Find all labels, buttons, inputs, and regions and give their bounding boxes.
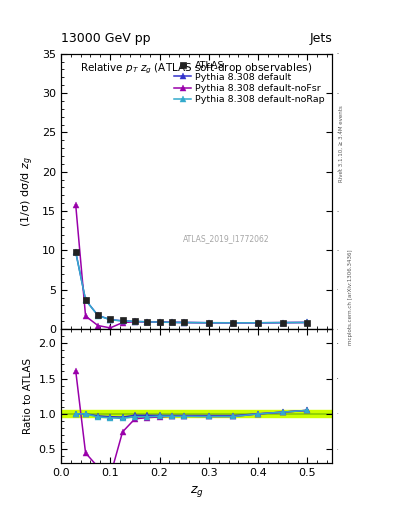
Pythia 8.308 default	[182, 319, 187, 326]
Line: Pythia 8.308 default: Pythia 8.308 default	[73, 249, 310, 326]
Pythia 8.308 default-noFsr	[95, 323, 100, 329]
Pythia 8.308 default	[305, 319, 310, 326]
Y-axis label: (1/σ) dσ/d $z_g$: (1/σ) dσ/d $z_g$	[20, 156, 37, 227]
ATLAS	[108, 316, 112, 323]
Pythia 8.308 default-noRap	[73, 249, 78, 255]
Pythia 8.308 default-noRap	[145, 319, 150, 325]
Text: ATLAS_2019_I1772062: ATLAS_2019_I1772062	[183, 234, 270, 243]
Pythia 8.308 default-noRap	[169, 319, 174, 326]
ATLAS	[157, 319, 162, 325]
Pythia 8.308 default	[231, 319, 236, 326]
Pythia 8.308 default	[145, 318, 150, 325]
ATLAS	[305, 319, 310, 326]
ATLAS	[256, 319, 261, 326]
Pythia 8.308 default	[120, 318, 125, 324]
ATLAS	[169, 319, 174, 325]
Pythia 8.308 default	[157, 319, 162, 325]
Y-axis label: Ratio to ATLAS: Ratio to ATLAS	[23, 358, 33, 434]
Pythia 8.308 default-noFsr	[231, 319, 236, 326]
Bar	[61, 410, 332, 417]
ATLAS	[95, 312, 100, 318]
Pythia 8.308 default	[95, 312, 100, 318]
Pythia 8.308 default-noFsr	[108, 325, 112, 331]
ATLAS	[231, 319, 236, 326]
X-axis label: $z_g$: $z_g$	[189, 484, 204, 499]
Pythia 8.308 default-noFsr	[83, 313, 88, 319]
Text: mcplots.cern.ch [arXiv:1306.3436]: mcplots.cern.ch [arXiv:1306.3436]	[348, 249, 353, 345]
Pythia 8.308 default-noRap	[83, 297, 88, 303]
Text: Relative $p_T$ $z_g$ (ATLAS soft-drop observables): Relative $p_T$ $z_g$ (ATLAS soft-drop ob…	[80, 62, 313, 76]
Line: ATLAS: ATLAS	[73, 249, 310, 326]
ATLAS	[73, 249, 78, 255]
Pythia 8.308 default-noRap	[95, 312, 100, 318]
ATLAS	[120, 317, 125, 324]
Pythia 8.308 default-noFsr	[281, 319, 285, 326]
ATLAS	[281, 319, 285, 326]
Pythia 8.308 default	[169, 319, 174, 325]
Pythia 8.308 default-noRap	[108, 317, 112, 323]
Text: Jets: Jets	[309, 32, 332, 45]
ATLAS	[132, 318, 137, 324]
Pythia 8.308 default-noFsr	[73, 202, 78, 208]
Pythia 8.308 default-noRap	[206, 319, 211, 326]
Pythia 8.308 default	[206, 319, 211, 326]
Pythia 8.308 default-noFsr	[132, 318, 137, 325]
ATLAS	[83, 297, 88, 303]
Pythia 8.308 default-noFsr	[157, 319, 162, 325]
Pythia 8.308 default-noRap	[281, 319, 285, 326]
Legend: ATLAS, Pythia 8.308 default, Pythia 8.308 default-noFsr, Pythia 8.308 default-no: ATLAS, Pythia 8.308 default, Pythia 8.30…	[171, 58, 327, 107]
Pythia 8.308 default-noFsr	[182, 319, 187, 326]
Pythia 8.308 default	[281, 319, 285, 326]
ATLAS	[145, 318, 150, 325]
Pythia 8.308 default-noRap	[305, 319, 310, 326]
Pythia 8.308 default-noRap	[120, 318, 125, 324]
Text: Rivet 3.1.10, ≥ 3.4M events: Rivet 3.1.10, ≥ 3.4M events	[339, 105, 344, 182]
Pythia 8.308 default	[256, 319, 261, 326]
Pythia 8.308 default	[132, 318, 137, 325]
Pythia 8.308 default-noFsr	[145, 319, 150, 325]
Pythia 8.308 default	[108, 316, 112, 323]
Pythia 8.308 default-noRap	[256, 319, 261, 326]
Pythia 8.308 default-noFsr	[305, 319, 310, 326]
Pythia 8.308 default-noRap	[132, 318, 137, 325]
Line: Pythia 8.308 default-noRap: Pythia 8.308 default-noRap	[73, 249, 310, 326]
Text: 13000 GeV pp: 13000 GeV pp	[61, 32, 151, 45]
Pythia 8.308 default-noFsr	[256, 319, 261, 326]
Pythia 8.308 default-noRap	[231, 320, 236, 326]
Pythia 8.308 default-noRap	[157, 319, 162, 325]
Pythia 8.308 default	[83, 297, 88, 303]
Pythia 8.308 default-noFsr	[169, 319, 174, 326]
ATLAS	[182, 319, 187, 325]
Line: Pythia 8.308 default-noFsr: Pythia 8.308 default-noFsr	[73, 202, 310, 331]
Pythia 8.308 default-noRap	[182, 319, 187, 326]
Pythia 8.308 default-noFsr	[120, 319, 125, 326]
Pythia 8.308 default-noFsr	[206, 319, 211, 326]
ATLAS	[206, 319, 211, 326]
Pythia 8.308 default	[73, 249, 78, 255]
